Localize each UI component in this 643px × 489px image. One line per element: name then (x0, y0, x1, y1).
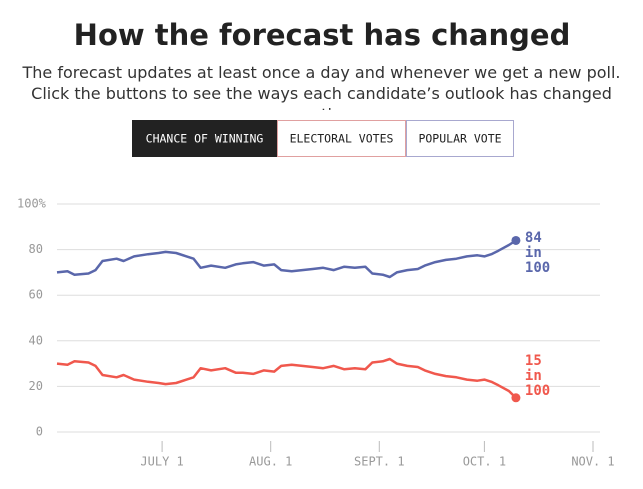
end-label: 15 in 100 (524, 353, 551, 399)
tab-button[interactable]: POPULAR VOTE (406, 120, 514, 157)
tab-button-bg (132, 120, 277, 157)
y-tick-label: 100% (17, 197, 47, 211)
tab-button-label: CHANCE OF WINNING (146, 132, 264, 146)
tab-button-label: ELECTORAL VOTES (290, 132, 394, 146)
x-tick-label: OCT. 1 (463, 455, 506, 469)
end-dot (511, 235, 521, 245)
x-tick-label: JULY 1 (140, 455, 183, 469)
x-tick-label: NOV. 1 (571, 455, 614, 469)
y-tick-label: 20 (29, 379, 43, 393)
series-line (56, 239, 517, 279)
end-label: 84 in 100 (524, 231, 551, 277)
end-dot (511, 393, 521, 403)
x-tick-label: AUG. 1 (249, 455, 292, 469)
y-tick-label: 80 (29, 242, 43, 256)
tab-button[interactable]: ELECTORAL VOTES (277, 120, 406, 157)
tab-button[interactable]: CHANCE OF WINNING (132, 120, 277, 157)
tab-button-bg (277, 120, 406, 157)
series-line (56, 357, 517, 399)
y-tick-label: 40 (29, 333, 43, 347)
y-tick-label: 0 (36, 425, 43, 439)
x-tick-label: SEPT. 1 (354, 455, 405, 469)
tab-button-bg (406, 120, 514, 157)
y-tick-label: 60 (29, 288, 43, 302)
tab-button-label: POPULAR VOTE (418, 132, 501, 146)
end-label-box: 15 in 100 (524, 353, 551, 399)
end-label-box: 84 in 100 (524, 231, 551, 277)
title: How the forecast has changed (74, 18, 571, 52)
subtitle: The forecast updates at least once a day… (22, 63, 621, 110)
subtitle-box: The forecast updates at least once a day… (22, 63, 621, 110)
